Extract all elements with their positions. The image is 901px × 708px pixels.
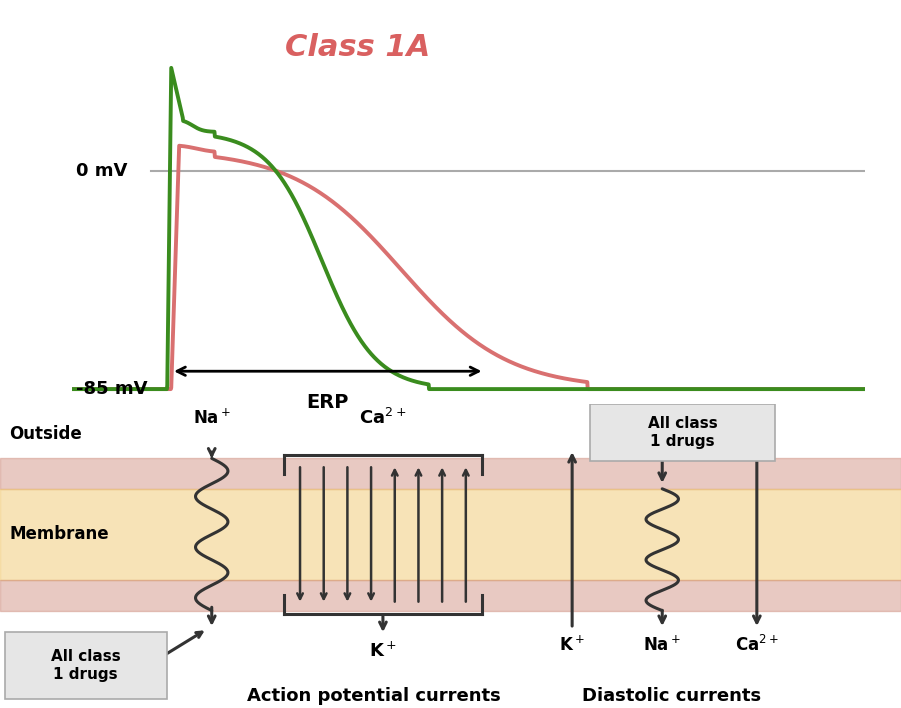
- Text: Na$^+$: Na$^+$: [193, 409, 231, 428]
- Text: Class 1A: Class 1A: [285, 33, 430, 62]
- Text: Ca$^{2+}$: Ca$^{2+}$: [359, 408, 406, 428]
- Text: Diastolic currents: Diastolic currents: [582, 687, 760, 705]
- Text: Inside: Inside: [9, 632, 66, 650]
- Text: 0 mV: 0 mV: [76, 161, 127, 180]
- Text: Outside: Outside: [9, 425, 82, 443]
- FancyBboxPatch shape: [5, 632, 167, 699]
- Text: ERP: ERP: [306, 393, 349, 411]
- Text: Ca$^{2+}$: Ca$^{2+}$: [735, 635, 778, 655]
- Text: Action potential currents: Action potential currents: [247, 687, 501, 705]
- FancyBboxPatch shape: [590, 404, 775, 462]
- Text: -85 mV: -85 mV: [76, 380, 148, 398]
- Text: K$^+$: K$^+$: [369, 641, 396, 661]
- Text: Na$^+$: Na$^+$: [643, 635, 681, 654]
- Text: All class
1 drugs: All class 1 drugs: [50, 649, 121, 682]
- Text: Membrane: Membrane: [9, 525, 109, 544]
- Text: All class
1 drugs: All class 1 drugs: [648, 416, 717, 449]
- Text: K$^+$: K$^+$: [560, 635, 585, 654]
